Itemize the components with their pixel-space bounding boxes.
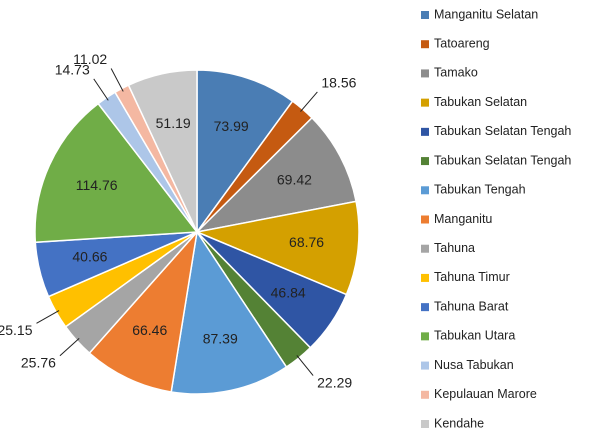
data-label: 87.39 [203,330,238,346]
data-label: 40.66 [72,249,107,265]
data-label: 51.19 [156,115,191,131]
leader-line [59,338,80,357]
pie-slice [88,229,199,393]
legend-swatch [421,361,429,370]
data-label: 25.76 [21,354,56,370]
legend-swatch [421,332,429,341]
legend-label: Tahuna [434,241,475,255]
legend-swatch [421,127,429,136]
legend-swatch [421,98,429,107]
legend-label: Kepulauan Marore [434,387,537,401]
legend-swatch [421,215,429,224]
legend-swatch [421,40,429,49]
pie-slice [170,229,288,395]
legend-swatch [421,157,429,166]
legend-label: Tabukan Tengah [434,183,526,197]
legend-label: Tamako [434,66,478,80]
leader-line [110,68,124,92]
legend-swatch [421,244,429,253]
legend-swatch [421,186,429,195]
legend-label: Tahuna Barat [434,299,509,313]
pie-slice [194,116,357,234]
data-label: 68.76 [289,234,324,250]
leader-line [36,310,60,324]
data-label: 11.02 [73,51,107,67]
data-label: 66.46 [132,322,167,338]
data-label: 18.56 [321,75,356,91]
legend-swatch [421,420,429,428]
leader-line [296,355,314,376]
legend-label: Tabukan Selatan Tengah [434,124,571,138]
legend-label: Nusa Tabukan [434,358,514,372]
legend-label: Manganitu Selatan [434,7,538,21]
legend-label: Tabukan Selatan [434,95,527,109]
leader-line [300,91,318,112]
pie-slice [196,69,294,235]
data-label: 73.99 [214,118,249,134]
legend-swatch [421,303,429,312]
pie-slice [194,200,360,296]
legend-label: Manganitu [434,212,492,226]
pie-slice [127,69,198,233]
legend-label: Tabukan Selatan Tengah [434,153,571,167]
data-label: 46.84 [271,285,306,301]
legend-swatch [421,11,429,19]
leader-line [93,78,109,101]
legend-label: Kendahe [434,416,484,430]
legend-swatch [421,390,429,399]
data-label: 14.73 [55,62,90,78]
legend-swatch [421,69,429,78]
data-label: 114.76 [76,177,118,193]
data-label: 69.42 [277,171,312,187]
legend-swatch [421,273,429,282]
legend-label: Tatoareng [434,37,490,51]
data-label: 25.15 [0,322,33,338]
legend-label: Tabukan Utara [434,329,515,343]
pie-slice [34,102,199,244]
legend-label: Tahuna Timur [434,270,510,284]
data-label: 22.29 [317,374,352,390]
